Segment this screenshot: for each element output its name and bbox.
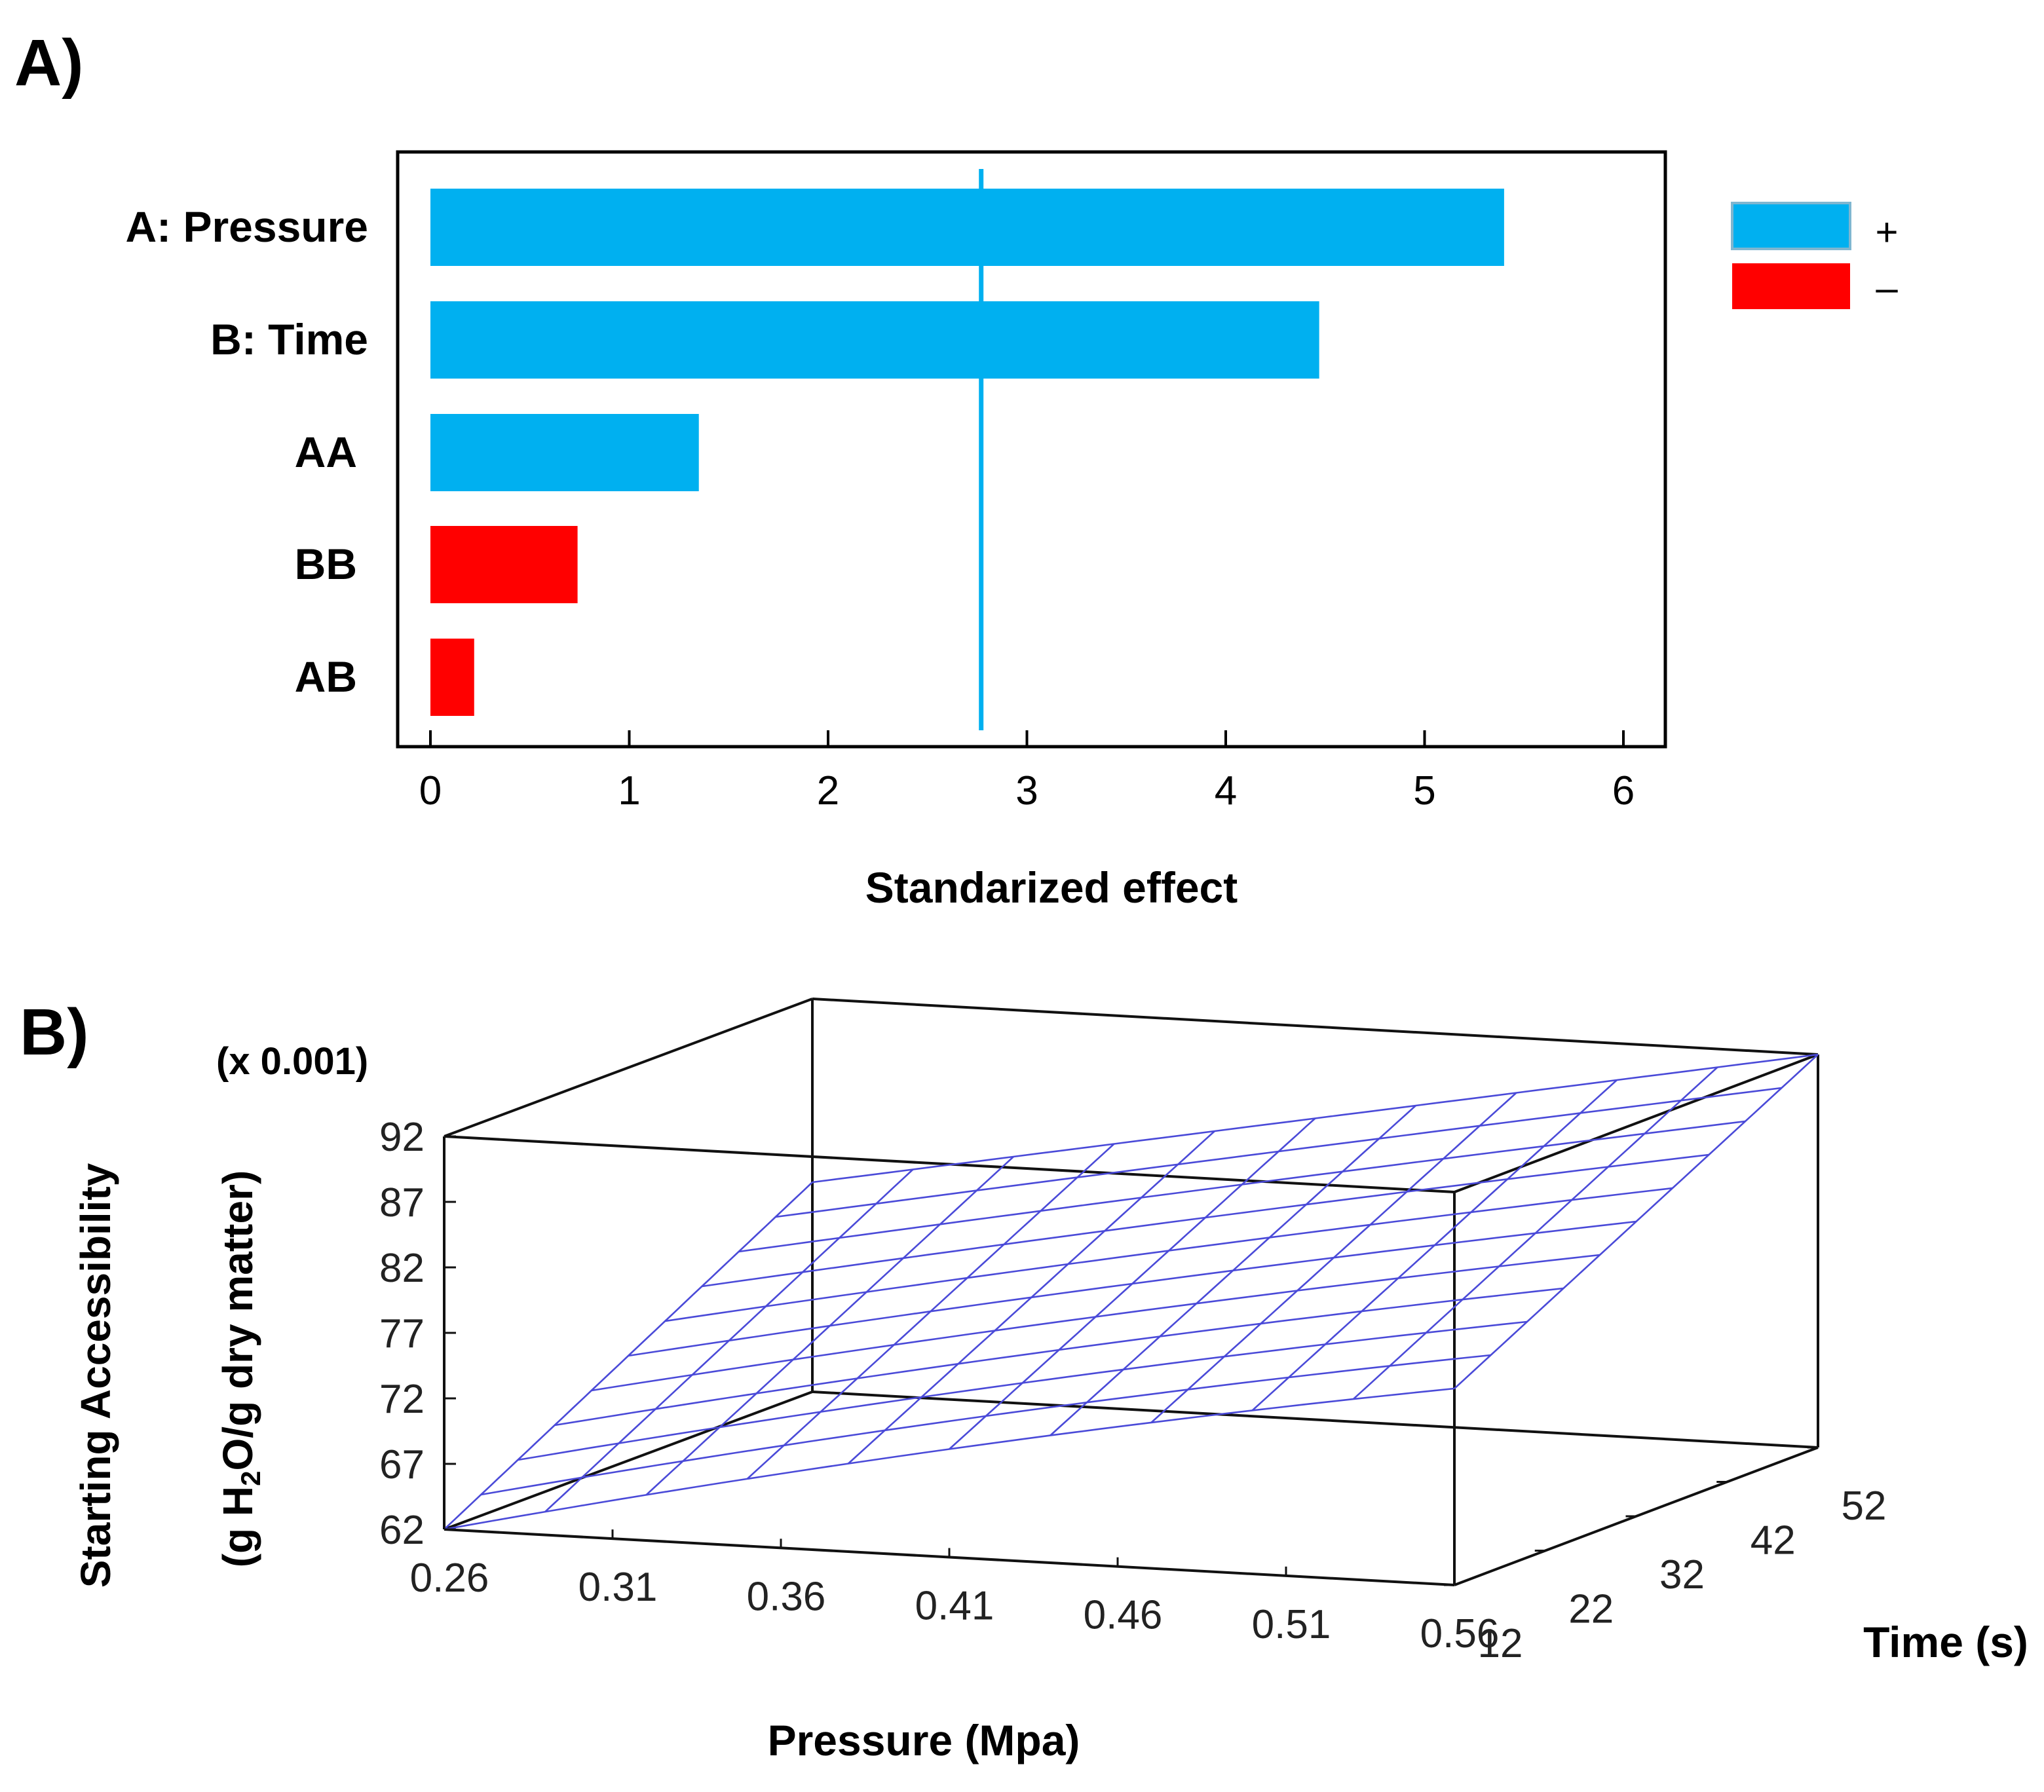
y-tick-label: 22 (1568, 1587, 1614, 1632)
legend: +– (1731, 202, 1899, 310)
x-axis-label: Standarized effect (865, 863, 1238, 912)
surface-plot: 62 67 72 77 82 87 92 0.26 0.31 0.36 0.41 0.46 0.51 0.… (72, 998, 2028, 1764)
mesh-line-pressure (847, 1130, 1215, 1465)
mesh-line-time (738, 1120, 1746, 1253)
mesh-line-time (628, 1220, 1637, 1357)
mesh-line-pressure (1352, 1066, 1718, 1400)
mesh-line-time (702, 1153, 1709, 1288)
z-tick-label: 77 (379, 1311, 425, 1356)
mesh-line-pressure (949, 1117, 1316, 1450)
box-edge (444, 998, 813, 1138)
x-tick-label: 0.41 (915, 1584, 994, 1629)
bar-bb (430, 526, 578, 603)
y-tick-label: 32 (1659, 1552, 1705, 1597)
z-tick-label: 67 (379, 1442, 425, 1487)
legend-swatch-positive (1731, 202, 1851, 250)
x-tick-label: 0 (419, 768, 442, 813)
x-tick-label: 3 (1015, 768, 1038, 813)
legend-label-positive: + (1875, 210, 1898, 254)
mesh-line-time (444, 1387, 1455, 1531)
category-label: AA (295, 428, 357, 476)
x-tick-label: 0.36 (747, 1574, 826, 1619)
x-tick-label: 0.51 (1252, 1602, 1331, 1647)
y-tick-label: 12 (1478, 1621, 1523, 1666)
x-tick-label: 6 (1612, 768, 1635, 813)
z-tick-label: 72 (379, 1377, 425, 1422)
mesh-line-pressure (645, 1156, 1014, 1496)
z-tick-label: 92 (379, 1115, 425, 1160)
z-multiplier-label: (x 0.001) (216, 1040, 368, 1083)
bars (430, 189, 1504, 716)
mesh-line-time (665, 1187, 1673, 1322)
x-tick-label: 1 (618, 768, 640, 813)
category-label: BB (295, 540, 357, 588)
z-tick-label: 82 (379, 1246, 425, 1291)
y-axis-label-time: Time (s) (1863, 1618, 2028, 1666)
axis-ticks: 62 67 72 77 82 87 92 0.26 0.31 0.36 0.41 0.46 0.51 0.… (379, 1115, 1886, 1666)
z-tick-label: 62 (379, 1508, 425, 1553)
box-edge (1454, 1053, 1819, 1193)
mesh-line-pressure (444, 1182, 813, 1530)
mesh-line-pressure (1050, 1105, 1416, 1436)
box-edge (444, 1391, 813, 1531)
mesh-line-time (591, 1254, 1600, 1392)
panel-b-label: B) (20, 996, 89, 1069)
x-tick-label: 0.31 (578, 1565, 658, 1610)
mesh-line-pressure (1150, 1092, 1517, 1423)
category-label: A: Pressure (125, 202, 368, 251)
legend-swatch-negative (1732, 263, 1850, 309)
plot-box (443, 998, 1819, 1586)
box-edge (812, 1391, 1819, 1449)
x-tick-label: 2 (817, 768, 839, 813)
panel-a-label: A) (14, 26, 84, 100)
category-label: AB (295, 652, 357, 701)
category-label: B: Time (210, 315, 368, 364)
x-axis-label-pressure: Pressure (Mpa) (768, 1716, 1080, 1764)
y-tick-label: 42 (1751, 1518, 1796, 1563)
y-tick-label: 52 (1842, 1484, 1887, 1529)
x-tick-label: 0.56 (1420, 1611, 1500, 1656)
z-axis-units: (g H2O/g dry matter) (214, 1170, 266, 1568)
mesh-line-pressure (746, 1143, 1115, 1480)
bar-aa (430, 414, 699, 491)
x-tick-label: 5 (1413, 768, 1435, 813)
bar-ab (430, 639, 474, 716)
category-labels: A: Pressure B: Time AA BB AB (125, 202, 368, 701)
bar-a-pressure (430, 189, 1504, 266)
legend-label-negative: – (1876, 266, 1898, 310)
bar-b-time (430, 301, 1319, 379)
box-edge (812, 998, 1819, 1056)
x-tick-label: 0.46 (1084, 1593, 1163, 1638)
mesh-line-pressure (1251, 1079, 1618, 1411)
response-surface (444, 1053, 1819, 1531)
x-tick-label: 4 (1215, 768, 1237, 813)
z-axis-label: Starting Accessibility (72, 1163, 119, 1588)
plot-frame (396, 150, 1667, 749)
x-tick-label: 0.26 (410, 1556, 489, 1601)
z-tick-label: 87 (379, 1180, 425, 1225)
x-axis-ticks: 0 1 2 3 4 5 6 (419, 730, 1635, 813)
pareto-chart: A: Pressure B: Time AA BB AB 0 1 2 3 4 5 6 Standar… (125, 150, 1899, 912)
mesh-line-pressure (1454, 1054, 1819, 1389)
mesh-line-time (480, 1354, 1491, 1496)
mesh-line-pressure (544, 1168, 914, 1513)
